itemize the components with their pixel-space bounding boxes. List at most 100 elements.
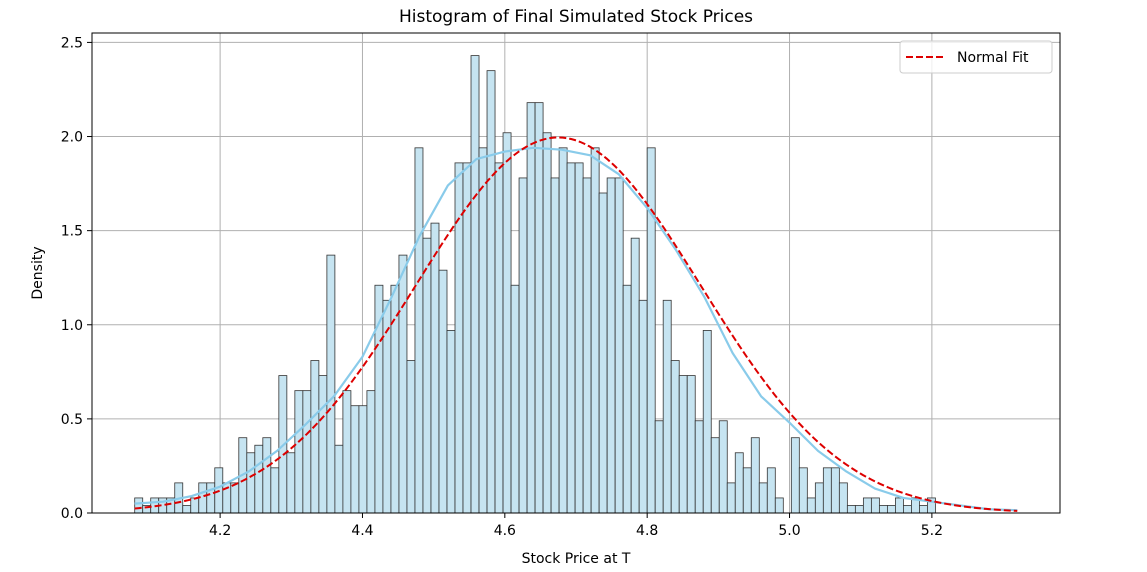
histogram-bar (262, 437, 272, 514)
histogram-bar (422, 237, 432, 514)
histogram-bar (598, 192, 608, 514)
histogram-bar (534, 102, 544, 514)
histogram-bar (494, 162, 504, 514)
histogram-bar (134, 497, 144, 514)
histogram-bar (334, 444, 344, 514)
histogram-bar (526, 102, 536, 514)
histogram-bar (646, 147, 656, 514)
histogram-bar (574, 162, 584, 514)
histogram-bar (758, 482, 768, 514)
histogram-bar (542, 132, 552, 514)
histogram-bar (846, 505, 856, 514)
histogram-bar (590, 147, 600, 514)
histogram-bar (870, 497, 880, 514)
y-tick-label: 0.5 (61, 412, 83, 428)
y-tick-label: 1.0 (61, 318, 83, 334)
histogram-bar (230, 482, 240, 514)
histogram-bar (550, 177, 560, 514)
histogram-bar (814, 482, 824, 514)
histogram-bar (366, 390, 376, 514)
histogram-bars (134, 55, 936, 514)
histogram-bar (903, 505, 912, 514)
histogram-bar (294, 390, 304, 514)
histogram-bar (430, 222, 440, 514)
histogram-bar (246, 452, 256, 514)
histogram-bar (502, 132, 512, 514)
histogram-bar (734, 452, 744, 514)
y-tick-label: 2.5 (61, 35, 83, 51)
x-tick-label: 5.0 (778, 523, 800, 539)
histogram-bar (895, 497, 904, 514)
y-axis-title: Density (30, 246, 46, 299)
x-tick-label: 4.8 (636, 523, 658, 539)
histogram-bar (718, 420, 728, 514)
histogram-bar (766, 467, 776, 514)
histogram-bar (622, 284, 632, 514)
histogram-bar (398, 254, 408, 514)
histogram-bar (486, 70, 496, 514)
chart-title: Histogram of Final Simulated Stock Price… (399, 7, 753, 27)
histogram-bar (702, 330, 712, 514)
histogram-bar (750, 437, 760, 514)
histogram-bar (798, 467, 808, 514)
histogram-bar (470, 55, 480, 514)
histogram-bar (462, 162, 472, 514)
kde-curve (134, 146, 1018, 512)
histogram-bar (318, 375, 328, 514)
histogram-bar (830, 467, 840, 514)
histogram-bar (270, 467, 280, 514)
histogram-bar (686, 375, 696, 514)
histogram-bar (806, 497, 816, 514)
histogram-bar (774, 497, 784, 514)
histogram-bar (406, 360, 416, 514)
y-tick-label: 2.0 (61, 130, 83, 146)
histogram-bar (326, 254, 336, 514)
kde-curve-layer (134, 146, 1018, 512)
histogram-bar (862, 497, 872, 514)
histogram-bar (654, 420, 664, 514)
histogram-bar (438, 269, 448, 514)
histogram-bar (678, 375, 688, 514)
histogram-bar (414, 147, 424, 514)
histogram-bar (670, 360, 680, 514)
histogram-bar (726, 482, 736, 514)
x-tick-label: 4.6 (494, 523, 516, 539)
y-tick-label: 1.5 (61, 224, 83, 240)
normal-fit-layer (134, 136, 1018, 512)
histogram-bar (614, 177, 624, 514)
histogram-bar (630, 237, 640, 514)
histogram-bar (566, 162, 576, 514)
histogram-bar (342, 390, 352, 514)
histogram-bar (886, 505, 896, 514)
histogram-bar (854, 505, 864, 514)
histogram-bar (518, 177, 528, 514)
legend: Normal Fit (899, 40, 1053, 74)
histogram-bar (302, 390, 312, 514)
histogram-bar (582, 177, 592, 514)
histogram-bar (790, 437, 800, 514)
histogram-bar (710, 437, 720, 514)
histogram-bar (606, 177, 616, 514)
histogram-bar (638, 299, 648, 514)
histogram-bar (286, 452, 296, 514)
histogram-bar (742, 467, 752, 514)
normal-fit-curve (134, 136, 1018, 512)
x-tick-label: 4.4 (351, 523, 373, 539)
histogram-bar (878, 505, 888, 514)
histogram-bar (446, 330, 456, 514)
histogram-bar (510, 284, 520, 514)
y-tick-label: 0.0 (61, 506, 83, 522)
y-axis-ticks: 0.0 0.5 1.0 1.5 2.0 2.5 (61, 35, 92, 522)
histogram-bar (662, 299, 672, 514)
histogram-bar (358, 405, 368, 514)
histogram-bar (919, 505, 928, 514)
histogram-bar (190, 497, 200, 514)
legend-label-normal-fit: Normal Fit (957, 50, 1029, 66)
histogram-bar (478, 147, 488, 514)
histogram-bar (838, 482, 848, 514)
histogram-bar (694, 420, 704, 514)
x-tick-label: 5.2 (921, 523, 943, 539)
x-tick-label: 4.2 (209, 523, 231, 539)
